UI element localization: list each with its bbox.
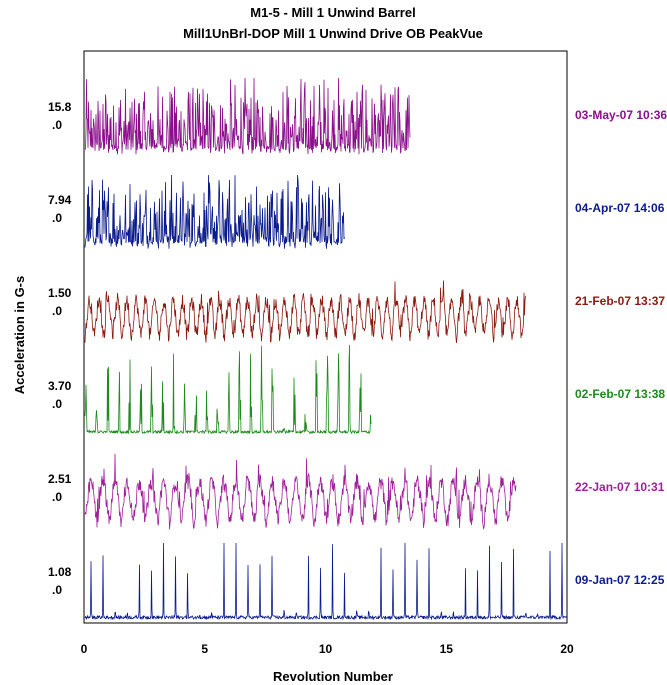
x-tick-label: 0 bbox=[81, 642, 88, 656]
trace-date-label: 21-Feb-07 13:37 bbox=[575, 294, 665, 308]
x-tick-label: 15 bbox=[440, 642, 454, 656]
trace-scale-zero: .0 bbox=[52, 304, 62, 318]
trace-scale-max: 2.51 bbox=[48, 472, 72, 486]
trace-group: 15.8 .0 03-May-07 10:36 bbox=[48, 77, 667, 155]
trace-date-label: 04-Apr-07 14:06 bbox=[575, 201, 665, 215]
y-axis-label: Acceleration in G-s bbox=[12, 276, 27, 394]
trace-group: 2.51 .0 22-Jan-07 10:31 bbox=[48, 453, 665, 530]
trace-scale-zero: .0 bbox=[52, 397, 62, 411]
chart-subtitle: Mill1UnBrl-DOP Mill 1 Unwind Drive OB Pe… bbox=[183, 26, 483, 41]
waveform-trace bbox=[84, 542, 568, 621]
waveform-trace bbox=[84, 77, 411, 155]
trace-scale-max: 3.70 bbox=[48, 379, 72, 393]
trace-scale-max: 15.8 bbox=[48, 100, 72, 114]
waveform-trace bbox=[84, 344, 372, 435]
trace-scale-max: 1.50 bbox=[48, 286, 72, 300]
trace-scale-max: 7.94 bbox=[48, 193, 72, 207]
trace-group: 3.70 .0 02-Feb-07 13:38 bbox=[48, 344, 665, 435]
trace-group: 1.08 .0 09-Jan-07 12:25 bbox=[48, 542, 665, 621]
trace-scale-zero: .0 bbox=[52, 490, 62, 504]
x-tick-label: 5 bbox=[201, 642, 208, 656]
waveform-trace bbox=[84, 280, 526, 343]
waveform-trace bbox=[84, 453, 517, 530]
trace-group: 7.94 .0 04-Apr-07 14:06 bbox=[48, 174, 665, 249]
x-axis-label: Revolution Number bbox=[273, 669, 393, 684]
trace-scale-zero: .0 bbox=[52, 118, 62, 132]
x-tick-label: 20 bbox=[560, 642, 574, 656]
plot-frame bbox=[83, 50, 568, 624]
waveform-trace bbox=[84, 174, 345, 249]
trace-date-label: 09-Jan-07 12:25 bbox=[575, 573, 665, 587]
trace-date-label: 22-Jan-07 10:31 bbox=[575, 480, 665, 494]
x-axis-ticks: 0 5 10 15 20 bbox=[81, 642, 574, 656]
trace-date-label: 02-Feb-07 13:38 bbox=[575, 387, 665, 401]
trace-scale-zero: .0 bbox=[52, 211, 62, 225]
trace-group: 1.50 .0 21-Feb-07 13:37 bbox=[48, 280, 665, 343]
chart-title: M1-5 - Mill 1 Unwind Barrel bbox=[250, 5, 415, 20]
waveform-traces: 15.8 .0 03-May-07 10:36 7.94 .0 04-Apr-07 14:… bbox=[48, 77, 667, 621]
x-tick-label: 10 bbox=[319, 642, 333, 656]
trace-scale-max: 1.08 bbox=[48, 565, 72, 579]
trace-date-label: 03-May-07 10:36 bbox=[575, 108, 667, 122]
trace-scale-zero: .0 bbox=[52, 583, 62, 597]
